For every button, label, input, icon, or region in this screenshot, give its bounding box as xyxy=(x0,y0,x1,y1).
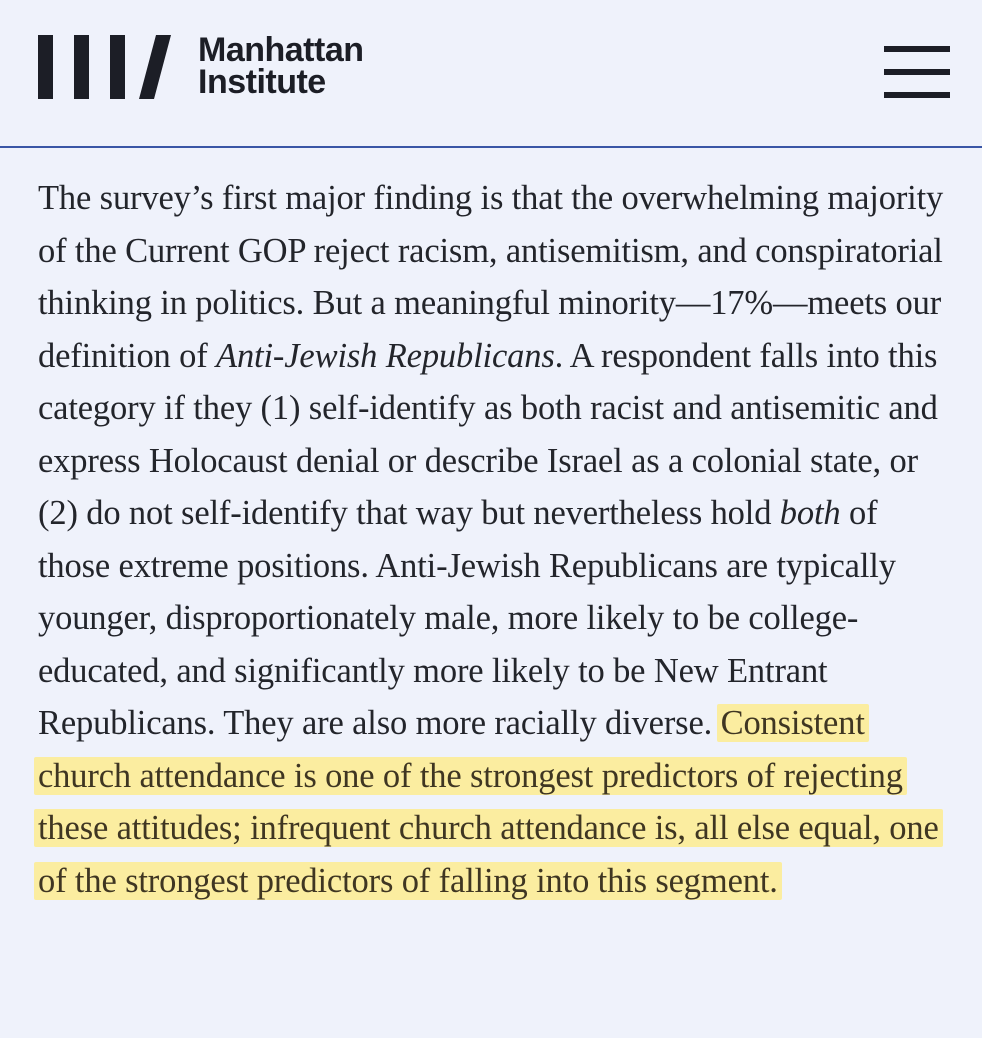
manhattan-institute-logo[interactable]: Manhattan Institute xyxy=(38,31,398,102)
article-text-3: of those extreme positions. Anti-Jewish … xyxy=(38,494,896,742)
hamburger-menu-button[interactable] xyxy=(884,46,950,98)
article-paragraph: The survey’s first major finding is that… xyxy=(34,172,948,907)
article-text-2: . A respondent falls into this category … xyxy=(38,336,938,533)
article-text-1: The survey’s first major finding is that… xyxy=(38,179,944,375)
site-header: Manhattan Institute xyxy=(0,0,982,148)
article-emphasis-anti-jewish-republicans: Anti-Jewish Republicans xyxy=(216,336,555,375)
logo-wordmark-line1: Manhattan xyxy=(198,31,364,69)
hamburger-menu-icon-bar-2 xyxy=(884,69,950,75)
logo-mark-icon xyxy=(38,35,171,99)
article-emphasis-both: both xyxy=(779,494,841,532)
logo-wordmark: Manhattan Institute xyxy=(198,31,364,101)
logo-wordmark-line2: Institute xyxy=(198,63,326,101)
hamburger-menu-icon-bar-3 xyxy=(884,92,950,98)
hamburger-menu-icon xyxy=(884,46,950,52)
